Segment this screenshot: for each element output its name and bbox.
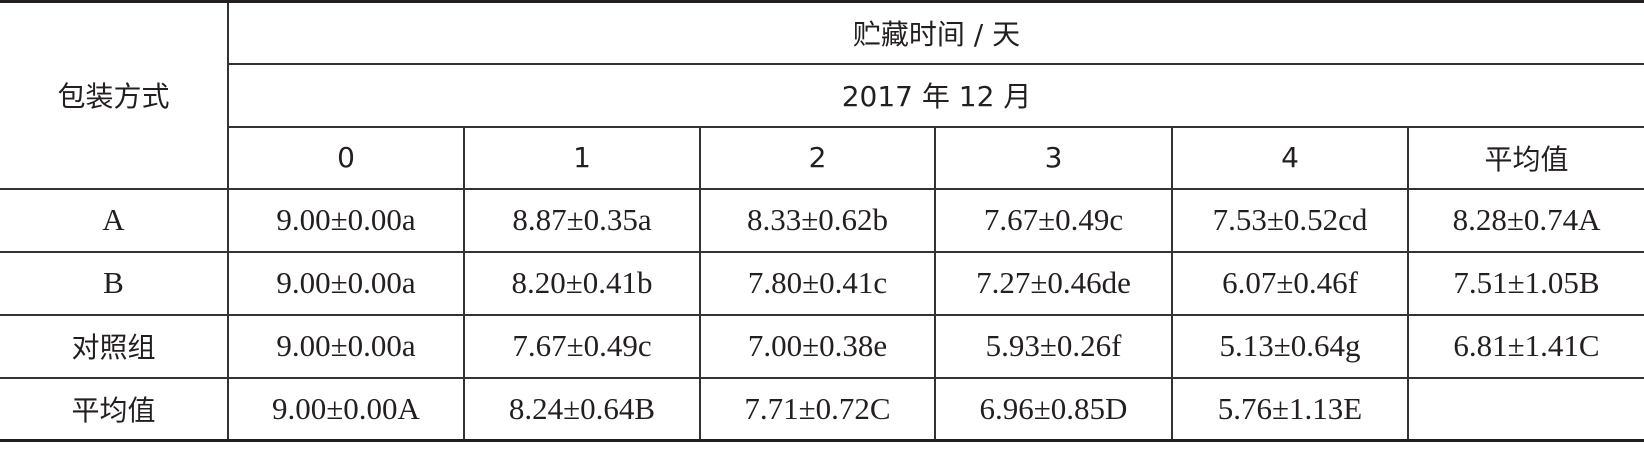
table-cell: 7.27±0.46de <box>934 250 1173 316</box>
column-header: 平均值 <box>1406 125 1644 190</box>
table-cell: 9.00±0.00a <box>227 187 465 253</box>
table-cell: 7.00±0.38e <box>699 313 936 379</box>
period-header: 2017 年 12 月 <box>228 62 1644 128</box>
table-cell: 9.00±0.00a <box>227 250 465 316</box>
table-cell: 7.67±0.49c <box>463 313 701 379</box>
table-cell <box>1406 376 1644 442</box>
row-label: A <box>0 187 229 253</box>
table-cell: 8.20±0.41b <box>463 250 701 316</box>
table-cell: 7.53±0.52cd <box>1171 187 1409 253</box>
column-header: 1 <box>463 125 701 190</box>
column-header: 4 <box>1171 125 1409 190</box>
table-cell: 6.81±1.41C <box>1406 313 1644 379</box>
table-cell: 8.28±0.74A <box>1406 187 1644 253</box>
table-cell: 8.87±0.35a <box>463 187 701 253</box>
table-cell: 5.93±0.26f <box>934 313 1173 379</box>
row-header-packaging: 包装方式 <box>0 0 229 190</box>
column-header: 2 <box>699 125 936 190</box>
table-row: B 9.00±0.00a 8.20±0.41b 7.80±0.41c 7.27±… <box>0 250 1644 316</box>
column-header: 3 <box>934 125 1173 190</box>
row-label: 平均值 <box>0 376 229 442</box>
table-cell: 5.76±1.13E <box>1171 376 1409 442</box>
table-cell: 7.51±1.05B <box>1406 250 1644 316</box>
table-cell: 7.71±0.72C <box>699 376 936 442</box>
table-cell: 8.24±0.64B <box>463 376 701 442</box>
table-cell: 9.00±0.00A <box>227 376 465 442</box>
table-row: A 9.00±0.00a 8.87±0.35a 8.33±0.62b 7.67±… <box>0 187 1644 253</box>
data-table: 包装方式 贮藏时间 / 天 2017 年 12 月 0 1 2 3 4 平均值 … <box>0 0 1644 442</box>
table-cell: 5.13±0.64g <box>1171 313 1409 379</box>
table-cell: 9.00±0.00a <box>227 313 465 379</box>
table-cell: 8.33±0.62b <box>699 187 936 253</box>
table-row: 对照组 9.00±0.00a 7.67±0.49c 7.00±0.38e 5.9… <box>0 313 1644 379</box>
table-cell: 6.96±0.85D <box>934 376 1173 442</box>
group-header-storage-time: 贮藏时间 / 天 <box>226 0 1644 65</box>
column-header: 0 <box>228 125 465 190</box>
row-label: 对照组 <box>0 313 229 379</box>
table-cell: 7.67±0.49c <box>934 187 1173 253</box>
row-label: B <box>0 250 229 316</box>
table-row: 平均值 9.00±0.00A 8.24±0.64B 7.71±0.72C 6.9… <box>0 376 1644 442</box>
table-cell: 6.07±0.46f <box>1171 250 1409 316</box>
table-cell: 7.80±0.41c <box>699 250 936 316</box>
